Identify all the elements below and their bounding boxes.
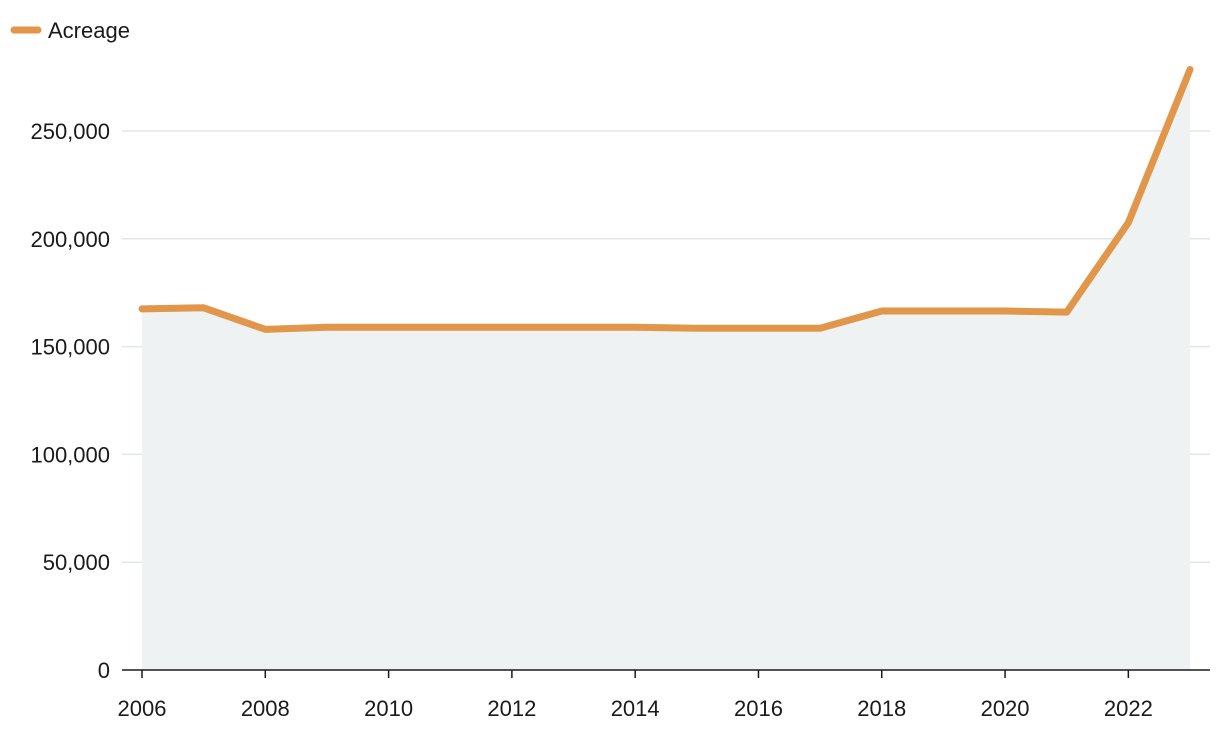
y-axis-tick-labels: 0 50,000 100,000 150,000 200,000 250,000 [30, 119, 110, 683]
y-tick-label-4: 200,000 [30, 227, 110, 252]
x-tick-label-2020: 2020 [981, 696, 1030, 721]
legend: Acreage [10, 18, 130, 43]
y-tick-label-1: 50,000 [43, 550, 110, 575]
y-tick-label-0: 0 [98, 658, 110, 683]
series-line-layer [138, 66, 1194, 333]
x-axis [122, 669, 1210, 678]
area-fill-acreage [142, 69, 1190, 671]
x-tick-label-2014: 2014 [611, 696, 660, 721]
x-tick-label-2016: 2016 [734, 696, 783, 721]
area-fill-layer [142, 69, 1190, 671]
x-tick-label-2012: 2012 [487, 696, 536, 721]
y-tick-label-2: 100,000 [30, 442, 110, 467]
x-tick-label-2018: 2018 [857, 696, 906, 721]
x-axis-tick-labels: 2006 2008 2010 2012 2014 2016 2018 2020 2022 [118, 696, 1153, 721]
x-tick-label-2008: 2008 [241, 696, 290, 721]
x-tick-label-2006: 2006 [118, 696, 167, 721]
x-tick-label-2022: 2022 [1104, 696, 1153, 721]
x-tick-label-2010: 2010 [364, 696, 413, 721]
series-line-acreage [138, 66, 1194, 333]
y-tick-label-3: 150,000 [30, 335, 110, 360]
legend-label-acreage: Acreage [48, 18, 130, 43]
y-tick-label-5: 250,000 [30, 119, 110, 144]
